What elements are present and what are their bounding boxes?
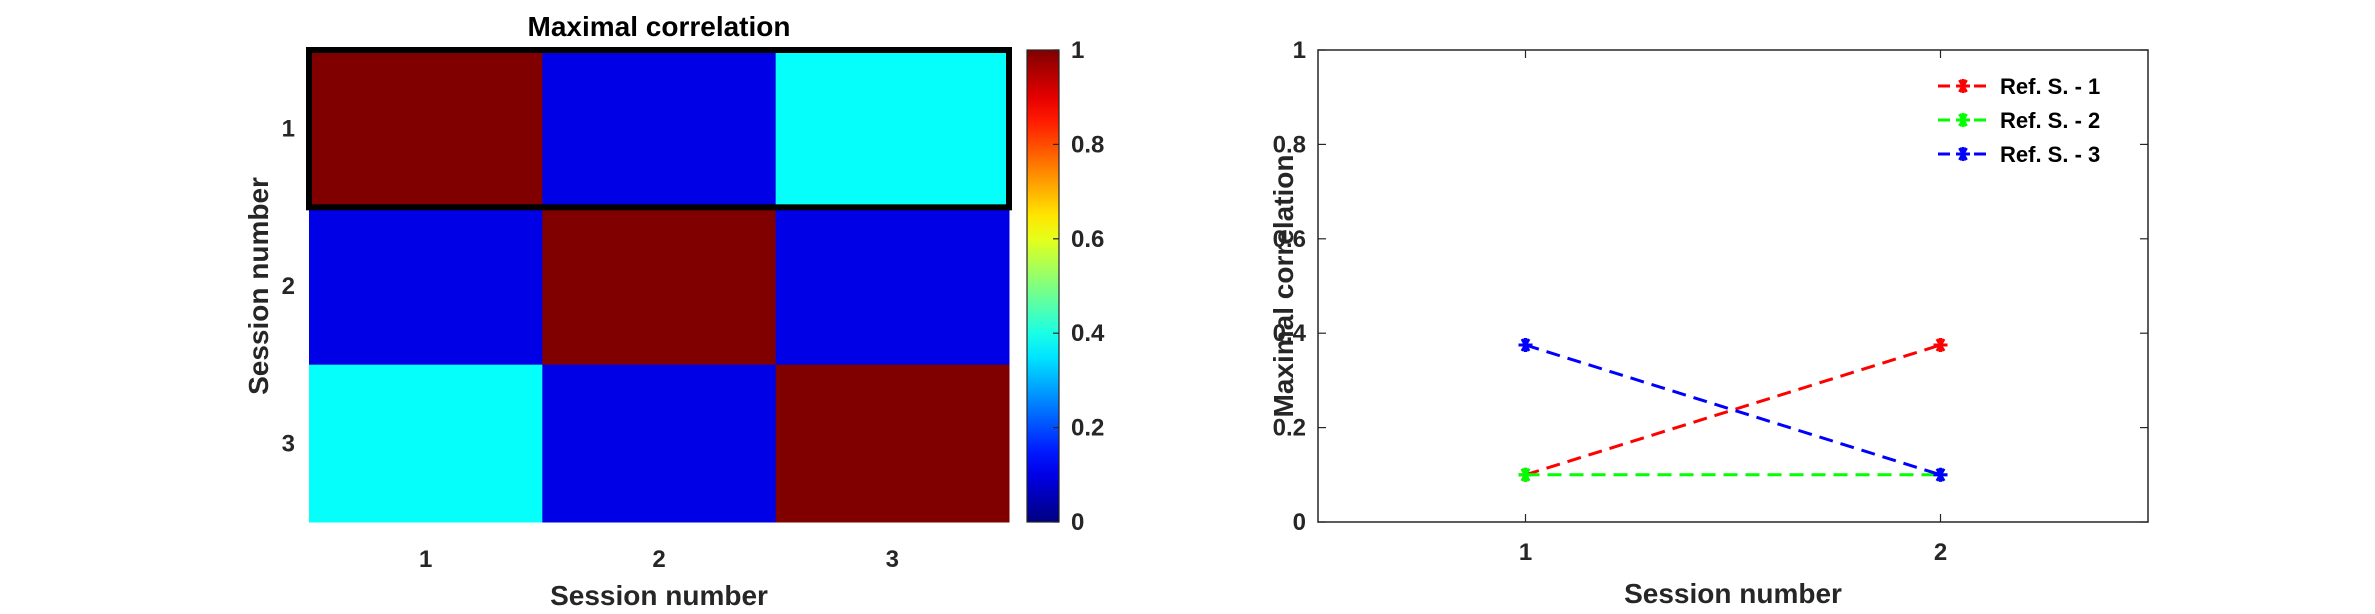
colorbar-tick-label: 0 <box>1071 509 1084 536</box>
colorbar-tick-label: 0.8 <box>1071 131 1104 158</box>
heatmap-cell <box>309 50 543 208</box>
y-tick-label: 0 <box>1293 509 1306 536</box>
colorbar-tick-label: 0.4 <box>1071 320 1105 347</box>
series-3-point <box>1933 467 1948 482</box>
colorbar-tick-label: 0.6 <box>1071 226 1104 253</box>
x-tick-label: 2 <box>1934 539 1947 566</box>
y-tick-label: 0.6 <box>1273 226 1306 253</box>
y-tick-label: 1 <box>1293 37 1306 64</box>
y-tick-label: 0.2 <box>1273 415 1306 442</box>
legend-marker <box>1956 79 1970 93</box>
colorbar-tick-label: 1 <box>1071 37 1084 64</box>
legend-entry: Ref. S. - 2 <box>2000 108 2100 133</box>
colorbar-bar <box>1026 49 1060 523</box>
heatmap-cell <box>775 364 1010 523</box>
heatmap-y-tick-label: 2 <box>282 273 295 300</box>
heatmap-tick-labels: 1 2 3 1 2 3 <box>282 116 899 573</box>
colorbar: 0 0.2 0.4 0.6 0.8 1 <box>1026 37 1105 536</box>
line-chart-ticks: 0 0.2 0.4 0.6 0.8 1 1 2 <box>1273 37 2148 566</box>
series-3-point <box>1518 338 1533 352</box>
heatmap-y-tick-label: 1 <box>282 116 295 143</box>
heatmap-cell <box>542 50 777 208</box>
line-chart-y-axis-label: Maximal correlation <box>1268 155 1299 418</box>
legend-marker <box>1956 113 1970 127</box>
heatmap-x-tick-label: 3 <box>886 546 899 573</box>
heatmap-y-axis-label: Session number <box>243 177 274 395</box>
heatmap-cell <box>775 207 1010 366</box>
line-chart-series <box>1518 338 1948 482</box>
y-tick-label: 0.4 <box>1273 320 1307 347</box>
heatmap-title: Maximal correlation <box>528 11 791 42</box>
line-chart-legend: Ref. S. - 1 Ref. S. - 2 Ref. S. - 3 <box>1938 74 2100 167</box>
series-line-1 <box>1525 343 1941 477</box>
y-tick-label: 0.8 <box>1273 131 1306 158</box>
legend-entry: Ref. S. - 1 <box>2000 74 2100 99</box>
legend-entry: Ref. S. - 3 <box>2000 142 2100 167</box>
x-tick-label: 1 <box>1519 539 1532 566</box>
heatmap-cells <box>306 47 1012 523</box>
heatmap-cell <box>309 364 543 523</box>
highlighted-row-frame <box>306 47 1012 211</box>
colorbar-tick-label: 0.2 <box>1071 415 1104 442</box>
heatmap-x-tick-label: 2 <box>652 546 665 573</box>
line-chart-x-axis-label: Session number <box>1624 578 1842 609</box>
heatmap-cell <box>542 364 777 523</box>
legend-marker <box>1956 147 1970 161</box>
heatmap-x-tick-label: 1 <box>419 546 432 573</box>
series-line-3 <box>1525 343 1941 477</box>
line-plot-box <box>1317 49 2149 523</box>
heatmap-cell <box>542 207 777 366</box>
heatmap-cell <box>775 50 1010 208</box>
series-2-point <box>1518 467 1533 482</box>
heatmap-panel: Maximal correlation 1 2 3 1 2 3 Session numbe… <box>243 11 1105 611</box>
series-1-point <box>1933 338 1948 352</box>
heatmap-cell <box>309 207 543 366</box>
heatmap-x-axis-label: Session number <box>550 580 768 611</box>
heatmap-y-tick-label: 3 <box>282 430 295 457</box>
